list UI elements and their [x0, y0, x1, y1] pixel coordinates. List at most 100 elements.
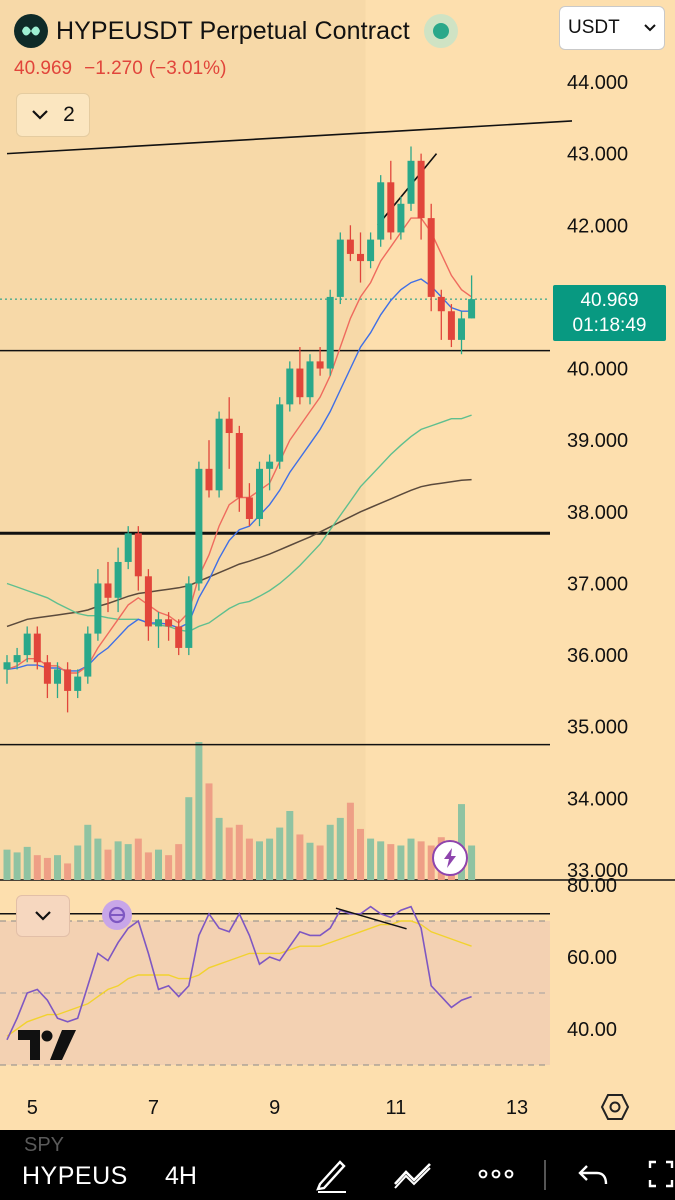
indicator-count: 2	[63, 103, 75, 126]
volume-bar	[195, 742, 203, 880]
volume-bar	[296, 834, 304, 880]
tradingview-logo-icon	[18, 1030, 76, 1065]
candle-body	[377, 182, 385, 240]
price-axis-tick: 40.000	[567, 359, 628, 381]
price-axis-tick: 33.000	[567, 860, 628, 882]
currency-select[interactable]: USDT	[559, 6, 665, 50]
price-change-pct: (−3.01%)	[148, 58, 227, 79]
rsi-ma-line	[6, 920, 472, 1037]
candle-body	[235, 433, 243, 498]
volume-bar	[468, 845, 476, 880]
bar-countdown: 01:18:49	[572, 315, 647, 336]
candle-body	[205, 468, 213, 491]
rsi-axis-tick: 80.00	[567, 875, 617, 897]
rsi-pane-toggle[interactable]	[16, 895, 70, 937]
candle-body	[256, 468, 263, 519]
candle-body	[144, 576, 152, 627]
flash-icon[interactable]	[432, 840, 468, 876]
symbol-button[interactable]: HYPEUS	[22, 1162, 128, 1190]
price-axis-tick: 39.000	[567, 430, 628, 452]
candle-body	[155, 619, 162, 627]
candle-body	[417, 160, 425, 219]
candle-body	[357, 253, 364, 262]
volume-bar	[155, 849, 162, 880]
volume-bar	[54, 855, 61, 880]
candle-body	[33, 633, 41, 663]
time-axis-tick: 9	[269, 1097, 280, 1119]
candle-body	[74, 676, 82, 691]
settings-icon[interactable]	[600, 1092, 630, 1127]
volume-bar	[417, 841, 425, 880]
candle-body	[175, 626, 183, 648]
volume-bar	[104, 849, 112, 880]
draw-pen-icon[interactable]	[312, 1154, 352, 1194]
volume-bar	[235, 824, 243, 880]
candle-body	[215, 418, 223, 491]
volume-bar	[387, 844, 395, 880]
volume-bar	[377, 841, 385, 880]
candle-body	[43, 662, 51, 684]
rsi-line	[6, 905, 472, 1041]
volume-bar	[225, 827, 233, 880]
volume-bar	[215, 817, 223, 880]
candle-body	[195, 468, 203, 584]
volume-bar	[286, 811, 294, 880]
timeframe-button[interactable]: 4H	[165, 1162, 197, 1190]
market-status-icon[interactable]	[423, 14, 458, 48]
currency-value: USDT	[568, 17, 620, 38]
volume-bar	[185, 797, 193, 880]
rsi-axis-tick: 60.00	[567, 947, 617, 969]
volume-bar	[266, 838, 274, 880]
price-axis-tick: 42.000	[567, 215, 628, 237]
price-axis-tick: 36.000	[567, 645, 628, 667]
volume-bar	[94, 838, 102, 880]
volume-bar	[397, 845, 405, 880]
volume-bar	[367, 838, 375, 880]
chevron-down-icon	[35, 911, 51, 921]
candle-body	[134, 533, 142, 577]
chevron-down-icon	[32, 110, 48, 120]
volume-bar	[43, 857, 51, 880]
indicators-icon[interactable]	[392, 1154, 436, 1194]
volume-bar	[306, 842, 314, 880]
candle-body	[468, 299, 476, 319]
ema-long-line	[6, 478, 472, 628]
candle-body	[84, 633, 92, 677]
symbol-title[interactable]: HYPEUSDT Perpetual Contract	[56, 16, 410, 45]
more-icon[interactable]	[476, 1154, 516, 1194]
volume-bar	[346, 802, 354, 880]
candle-body	[124, 533, 132, 562]
fullscreen-icon[interactable]	[646, 1154, 675, 1194]
time-axis-tick: 13	[506, 1097, 528, 1119]
price-axis-tick: 37.000	[567, 573, 628, 595]
rsi-visibility-icon[interactable]	[102, 900, 132, 930]
resistance-trendline	[6, 120, 573, 155]
volume-bar	[33, 855, 41, 880]
candle-body	[104, 583, 112, 598]
volume-bar	[175, 844, 183, 880]
current-price: 40.969	[580, 290, 639, 311]
indicators-toggle[interactable]: 2	[16, 93, 90, 137]
chart-canvas[interactable]: 44.00043.00042.00041.00040.00039.00038.0…	[0, 0, 675, 1130]
chart-header: HYPEUSDT Perpetual Contract	[14, 14, 458, 48]
candle-body	[276, 404, 284, 462]
volume-bar	[205, 783, 213, 880]
volume-bar	[134, 838, 142, 880]
candle-body	[316, 361, 324, 369]
price-change: −1.270	[84, 58, 143, 79]
candle-body	[296, 368, 304, 398]
candle-body	[437, 296, 445, 312]
volume-bar	[74, 845, 82, 880]
volume-bar	[114, 841, 122, 880]
toolbar-divider	[544, 1160, 546, 1190]
undo-icon[interactable]	[575, 1154, 611, 1194]
bottom-toolbar: SPY HYPEUS 4H	[0, 1130, 675, 1200]
volume-bar	[336, 817, 344, 880]
candle-body	[64, 669, 72, 691]
candle-body	[286, 368, 294, 405]
price-quote: 40.969 −1.270 (−3.01%)	[14, 58, 226, 80]
volume-bar	[3, 849, 11, 880]
volume-bar	[326, 824, 334, 880]
current-price-label: 40.969 01:18:49	[553, 285, 666, 341]
volume-bar	[144, 852, 152, 880]
